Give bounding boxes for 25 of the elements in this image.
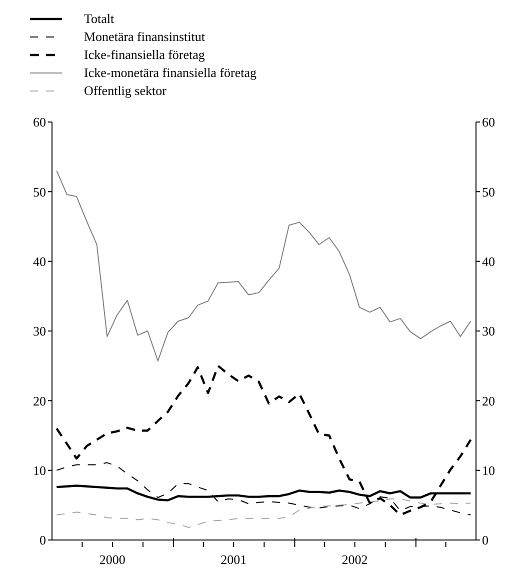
x-tick-label: 2001	[220, 552, 247, 567]
y-tick-label: 0	[40, 532, 46, 548]
y-tick-label: 40	[33, 254, 46, 269]
y2-tick-label: 50	[482, 184, 495, 200]
line-series	[56, 498, 472, 528]
y-tick-label: 20	[33, 393, 46, 408]
legend-label: Offentlig sektor	[84, 83, 166, 99]
y-tick-label: 10	[33, 462, 46, 478]
y2-tick-label: 20	[482, 393, 495, 408]
y2-tick-label: 0	[482, 532, 488, 548]
y-tick-label: 60	[33, 114, 46, 130]
legend-label: Monetära finansinstitut	[84, 29, 205, 45]
legend-label: Totalt	[84, 11, 114, 27]
y-tick-label: 50	[33, 184, 46, 200]
legend-label: Icke-monetära finansiella företag	[84, 65, 257, 81]
x-tick-label: 2000	[99, 552, 126, 567]
line-series	[56, 364, 472, 516]
y2-tick-label: 30	[482, 324, 495, 339]
legend-label: Icke-finansiella företag	[84, 47, 205, 63]
x-tick-label: 2002	[342, 552, 368, 567]
y-tick-label: 30	[33, 324, 46, 339]
line-series	[56, 170, 472, 362]
y2-tick-label: 60	[482, 114, 495, 130]
y2-tick-label: 40	[482, 254, 495, 269]
y2-tick-label: 10	[482, 462, 495, 478]
